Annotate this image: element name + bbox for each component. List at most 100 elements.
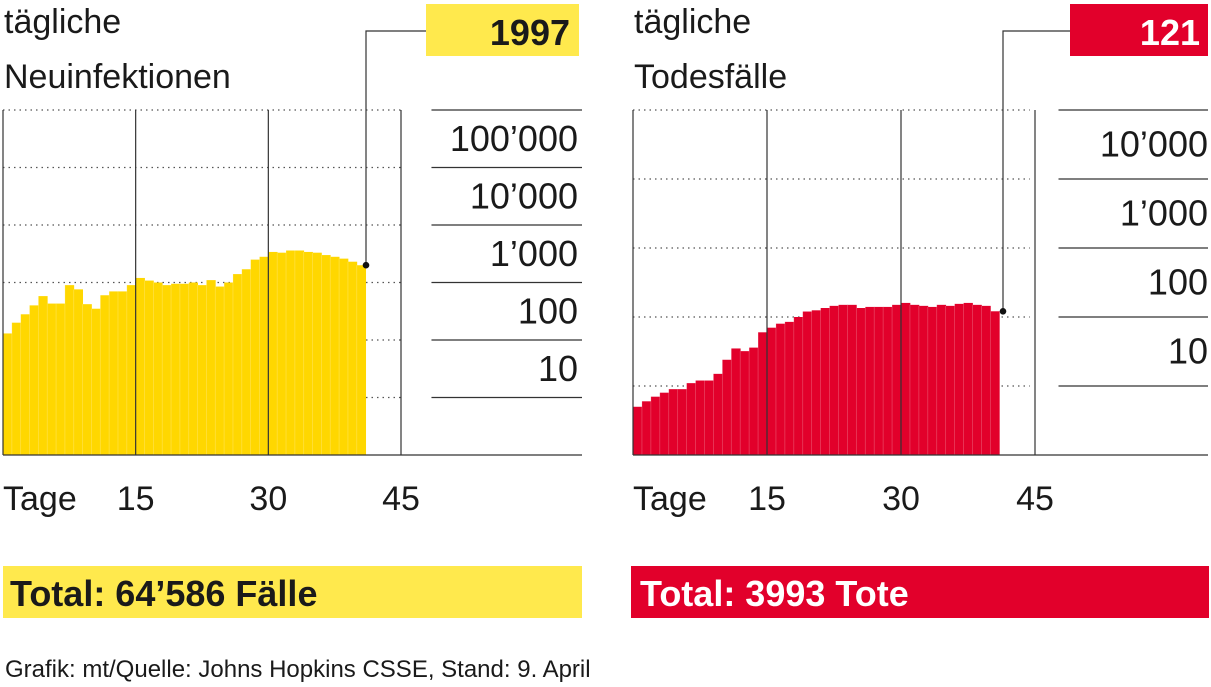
bar: [695, 380, 705, 455]
bar: [945, 305, 955, 455]
deaths-total-box: [631, 566, 1209, 618]
bar: [47, 303, 57, 455]
x-tick-label: 45: [1016, 480, 1054, 518]
bar: [268, 251, 278, 455]
bar: [963, 302, 973, 455]
bar: [250, 259, 260, 455]
bar: [793, 317, 804, 455]
bar: [704, 380, 714, 455]
latest-value-dot: [362, 261, 370, 269]
x-tick-label: 30: [249, 480, 287, 518]
bar: [722, 359, 732, 455]
bar: [100, 295, 110, 455]
x-tick-label: 30: [882, 480, 920, 518]
y-tick-label: 100’000: [450, 118, 578, 159]
bar: [802, 311, 813, 455]
bar: [259, 256, 269, 455]
bar: [215, 286, 225, 455]
deaths-x-axis-label: Tage: [633, 480, 707, 518]
bar: [740, 351, 750, 455]
bar: [936, 304, 947, 455]
deaths-overlay: [632, 30, 1208, 456]
latest-value-leader-line: [1002, 30, 1070, 312]
bar: [713, 373, 723, 455]
bar: [749, 347, 759, 455]
bar: [117, 291, 128, 455]
deaths-chart-title: tägliche Todesfälle: [634, 3, 787, 96]
bar: [197, 285, 207, 455]
cases-x-axis-label: Tage: [3, 480, 77, 518]
bar: [668, 389, 679, 455]
bar: [11, 322, 22, 455]
cases-title-line1: tägliche: [4, 3, 121, 41]
bar: [677, 389, 687, 455]
deaths-y-tick-labels: 10 100 1’000 10’000: [1100, 124, 1208, 372]
bar: [784, 321, 795, 455]
bar: [73, 289, 83, 455]
bar: [686, 383, 696, 455]
cases-latest-value-box: [426, 4, 579, 56]
bar: [109, 291, 119, 455]
y-tick-label: 10: [538, 348, 578, 389]
bar: [347, 261, 358, 455]
bar: [188, 282, 198, 455]
deaths-title-line2: Todesfälle: [634, 58, 787, 96]
bar: [659, 392, 670, 455]
y-tick-label: 100: [518, 290, 578, 331]
bar: [838, 304, 848, 455]
bar: [330, 256, 340, 455]
bar: [758, 332, 768, 455]
bar: [901, 302, 911, 455]
bar: [321, 255, 331, 455]
deaths-x-tick-labels: 15 30 45: [748, 480, 1054, 518]
bar: [144, 280, 154, 455]
deaths-bars: [633, 302, 1000, 455]
bar: [241, 269, 252, 455]
source-note: Grafik: mt/Quelle: Johns Hopkins CSSE, S…: [5, 656, 591, 683]
x-tick-label: 15: [748, 480, 786, 518]
bar: [981, 305, 991, 455]
bar: [865, 306, 875, 455]
bar: [909, 304, 920, 455]
bar: [312, 252, 322, 455]
bar: [20, 314, 30, 455]
bar: [162, 285, 172, 455]
y-tick-label: 1’000: [1120, 193, 1208, 234]
bar: [927, 306, 938, 455]
bar: [64, 285, 75, 455]
cases-overlay: [2, 30, 582, 456]
y-tick-label: 100: [1148, 262, 1208, 303]
x-tick-label: 45: [382, 480, 420, 518]
bar: [829, 305, 839, 455]
bar: [918, 305, 929, 455]
bar: [633, 406, 643, 455]
deaths-latest-value-box: [1070, 4, 1208, 56]
bar: [91, 308, 101, 455]
bar: [847, 304, 857, 455]
cases-total-box: [3, 566, 582, 618]
bar: [3, 333, 13, 455]
bar: [874, 306, 884, 455]
bar: [294, 250, 305, 455]
bar: [650, 396, 661, 455]
deaths-total-label: Total: 3993 Tote: [640, 573, 909, 614]
cases-y-tick-labels: 10 100 1’000 10’000 100’000: [450, 118, 578, 389]
bar: [641, 401, 652, 455]
bar: [990, 311, 1000, 455]
bar: [856, 308, 866, 455]
bar: [303, 251, 313, 455]
x-tick-label: 15: [117, 480, 155, 518]
bar: [731, 348, 741, 455]
bar: [179, 283, 190, 455]
bar: [775, 323, 786, 455]
bar: [171, 283, 181, 455]
bar: [356, 265, 367, 455]
cases-latest-value: 1997: [490, 12, 570, 53]
bar: [820, 308, 830, 455]
bar: [38, 296, 48, 455]
bar: [286, 250, 296, 455]
bar: [767, 327, 777, 455]
bar: [206, 280, 216, 455]
deaths-panel: tägliche Todesfälle 121 10 100 1’000 10’000…: [631, 3, 1209, 618]
y-tick-label: 1’000: [490, 233, 578, 274]
